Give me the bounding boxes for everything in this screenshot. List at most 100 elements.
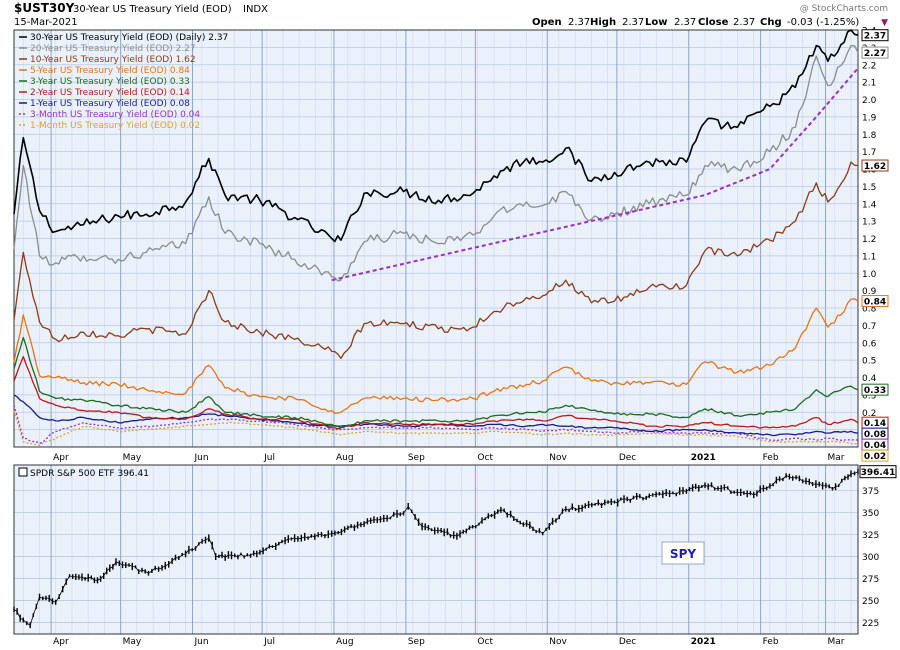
ohlc-value: 2.37	[622, 17, 644, 28]
x-tick-label: Jun	[194, 637, 209, 647]
x-tick-label: Aug	[336, 637, 354, 647]
y-tick-label: 0.7	[862, 322, 876, 332]
x-tick-label: Jun	[194, 453, 209, 463]
series-line	[13, 29, 859, 243]
y-tick-label: 1.2	[862, 235, 876, 245]
x-tick-label: Mar	[828, 453, 845, 463]
y-tick-label: 2.2	[862, 61, 876, 71]
ohlc-readout: Open 2.37 High 2.37 Low 2.37 Close 2.37 Chg -0.03…	[532, 17, 859, 28]
legend-entry: 3-Year US Treasury Yield (EOD) 0.33	[30, 77, 190, 87]
x-tick-label: Apr	[53, 637, 69, 647]
legend-entry: 1-Year US Treasury Yield (EOD) 0.08	[30, 99, 190, 109]
plot-area	[14, 465, 858, 634]
ohlc-label: Open	[532, 17, 562, 28]
last-value-label: 1.62	[864, 162, 886, 172]
x-tick-label: Oct	[477, 453, 493, 463]
x-tick-label: 2021	[691, 637, 716, 647]
y-tick-label: 1.9	[862, 113, 877, 123]
y-tick-label: 275	[862, 575, 879, 585]
last-value-label: 0.08	[864, 430, 886, 440]
spy-annotation-text: SPY	[670, 547, 696, 561]
plot-frame	[13, 29, 859, 448]
y-tick-label: 0.8	[862, 305, 877, 315]
chg-marker-icon: ▼	[881, 18, 888, 28]
x-tick-label: May	[123, 637, 142, 647]
y-tick-label: 325	[862, 531, 879, 541]
y-tick-label: 0.2	[862, 409, 876, 419]
x-tick-label: Mar	[828, 637, 845, 647]
y-tick-label: 2.0	[862, 96, 877, 106]
x-tick-label: Sep	[408, 637, 425, 647]
y-tick-label: 0.6	[862, 339, 877, 349]
y-tick-label: 1.7	[862, 148, 876, 158]
series-line	[13, 471, 859, 626]
trendline	[331, 67, 859, 282]
series-line	[13, 298, 859, 414]
legend-entry: 1-Month US Treasury Yield (EOD) 0.02	[30, 121, 200, 131]
last-value-label: 396.41	[861, 468, 896, 478]
last-value-label: 0.33	[864, 386, 886, 396]
watermark: @ StockCharts.com	[800, 4, 888, 14]
series-line	[13, 336, 859, 429]
plot-frame	[13, 464, 859, 635]
legend-swatch	[18, 467, 28, 477]
y-tick-label: 0.5	[862, 357, 876, 367]
x-tick-label: Feb	[763, 453, 779, 463]
y-tick-label: 1.0	[862, 270, 877, 280]
y-tick-label: 0.9	[862, 287, 877, 297]
last-value-label: 0.84	[864, 298, 886, 308]
last-value-box	[861, 159, 889, 172]
series-line	[13, 405, 859, 445]
x-tick-label: Dec	[619, 637, 636, 647]
last-value-box	[861, 295, 889, 308]
last-value-box	[859, 465, 897, 479]
y-tick-label: 1.3	[862, 218, 876, 228]
y-tick-label: 2.1	[862, 79, 876, 89]
x-tick-label: Jul	[263, 453, 275, 463]
last-value-box	[861, 46, 889, 59]
last-value-box	[861, 383, 889, 396]
legend-entry: 30-Year US Treasury Yield (EOD) (Daily) …	[30, 33, 228, 43]
date-label: 15-Mar-2021	[14, 17, 78, 28]
x-tick-label: Nov	[549, 637, 567, 647]
exchange-label: INDX	[243, 4, 268, 15]
x-tick-label: Jul	[263, 637, 275, 647]
series-line	[13, 161, 859, 360]
x-tick-label: May	[123, 453, 142, 463]
y-tick-label: 1.8	[862, 131, 877, 141]
ohlc-label: Chg	[760, 17, 782, 28]
last-value-label: 0.04	[864, 441, 886, 451]
ohlc-label: Low	[645, 17, 667, 28]
last-value-label: 2.37	[864, 32, 886, 42]
instrument-name: 30-Year US Treasury Yield (EOD)	[73, 4, 232, 15]
legend-entry: 10-Year US Treasury Yield (EOD) 1.62	[30, 55, 196, 65]
ohlc-label: Close	[698, 17, 729, 28]
y-tick-label: 375	[862, 487, 879, 497]
chart-header: $UST30Y 30-Year US Treasury Yield (EOD) …	[14, 1, 888, 28]
ohlc-value: 2.37	[568, 17, 590, 28]
y-tick-label: 225	[862, 619, 879, 629]
x-tick-label: Apr	[53, 453, 69, 463]
y-tick-label: 1.5	[862, 183, 876, 193]
legend-entry: 2-Year US Treasury Yield (EOD) 0.14	[30, 88, 190, 98]
y-tick-label: 1.4	[862, 200, 877, 210]
x-tick-label: Sep	[408, 453, 425, 463]
series-line	[13, 355, 859, 430]
legend-entry: 3-Month US Treasury Yield (EOD) 0.04	[30, 110, 200, 120]
x-tick-label: Dec	[619, 453, 636, 463]
last-value-label: 2.27	[864, 49, 886, 59]
x-tick-label: Aug	[336, 453, 354, 463]
last-value-box	[861, 29, 889, 42]
legend-entry: 20-Year US Treasury Yield (EOD) 2.27	[30, 44, 196, 54]
last-value-label: 0.14	[864, 419, 886, 429]
last-value-label: 0.02	[864, 452, 886, 462]
ohlc-value: 2.37	[674, 17, 696, 28]
y-tick-label: 0.3	[862, 391, 876, 401]
legend-entry: 5-Year US Treasury Yield (EOD) 0.84	[30, 66, 190, 76]
x-tick-label: 2021	[691, 453, 716, 463]
yield-panel: 0.10.20.30.40.50.60.70.80.91.01.11.21.31…	[13, 27, 889, 463]
last-value-box	[861, 449, 889, 462]
y-tick-label: 300	[862, 553, 879, 563]
ohlc-value: 2.37	[733, 17, 755, 28]
